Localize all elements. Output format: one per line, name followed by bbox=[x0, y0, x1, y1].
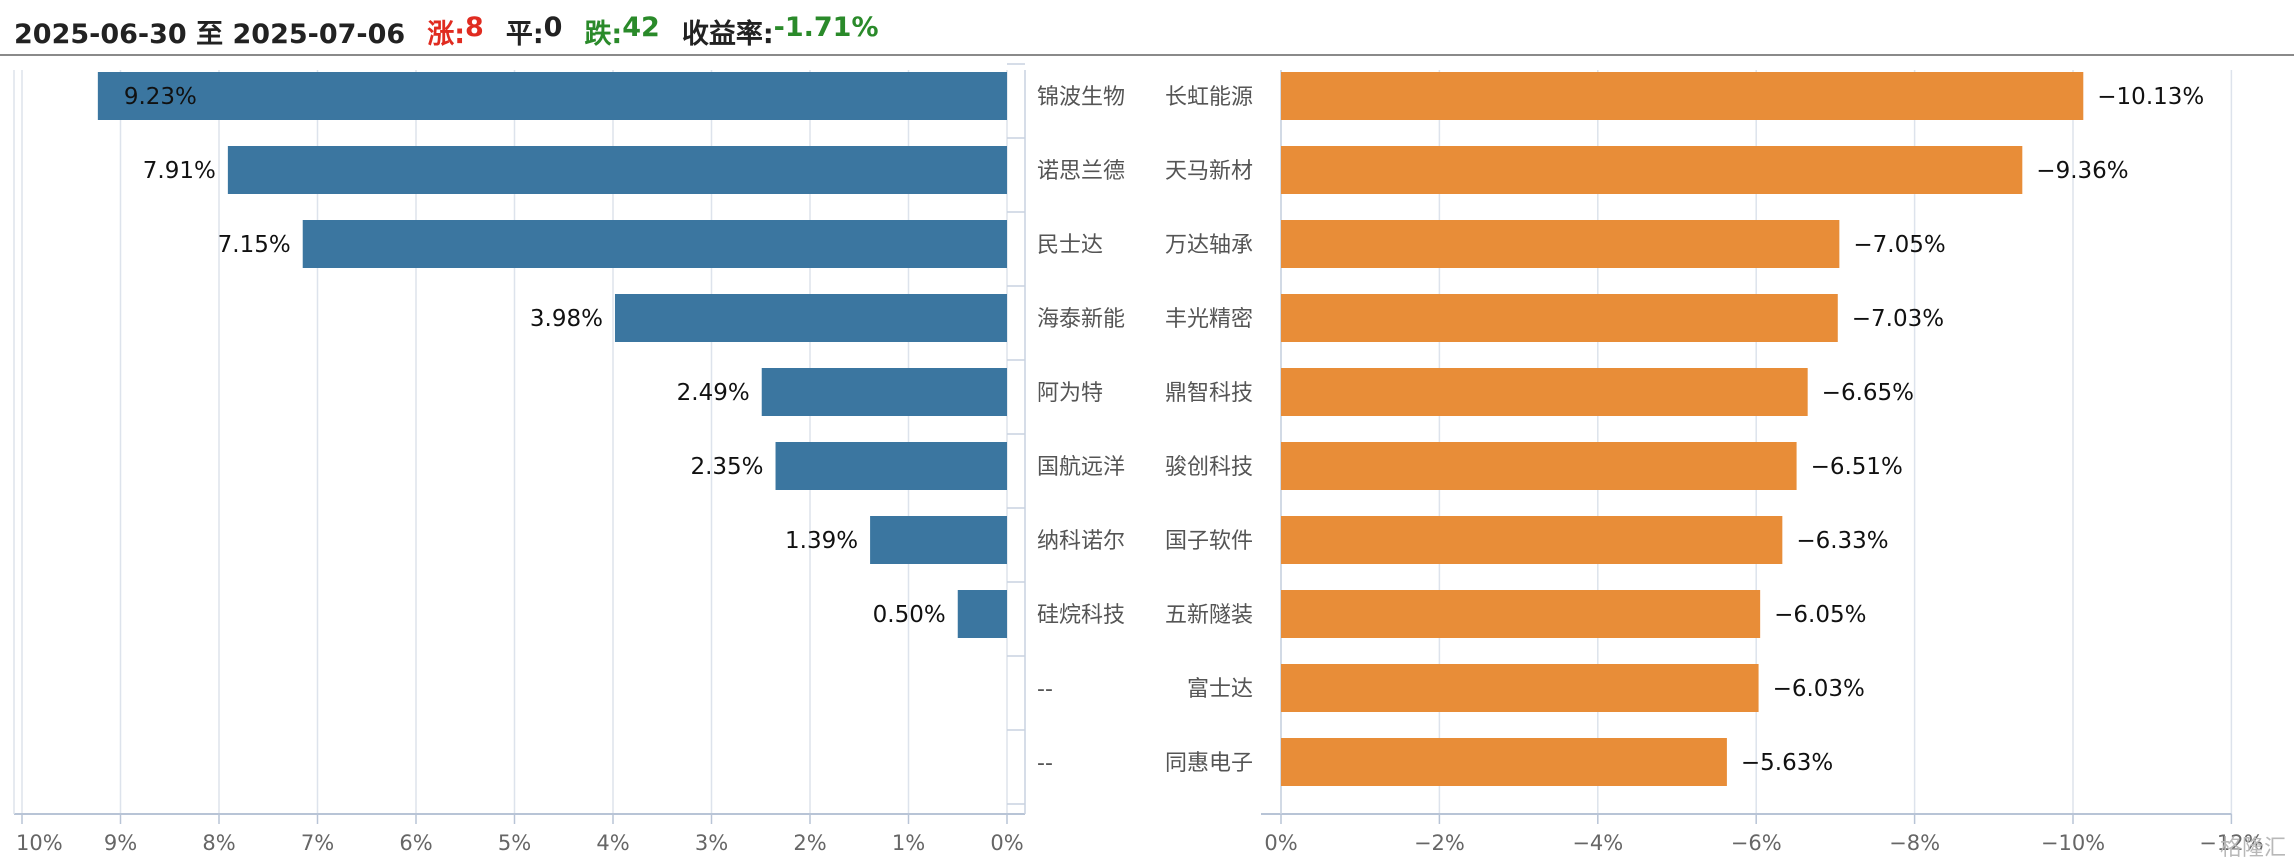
category-label-right: 骏创科技 bbox=[1165, 455, 1253, 480]
summary-row: 2025-06-30 至 2025-07-06 涨: 8 平: 0 跌: 42 … bbox=[14, 12, 879, 51]
data-label-left: 1.39% bbox=[785, 528, 858, 554]
bar-left bbox=[957, 590, 1007, 638]
category-label-right: 富士达 bbox=[1187, 677, 1253, 702]
data-label-left: 3.98% bbox=[530, 306, 603, 332]
data-label-left: 0.50% bbox=[873, 602, 946, 628]
bar-right bbox=[1281, 294, 1838, 342]
x-tick-label-left: 7% bbox=[301, 831, 334, 855]
bar-left bbox=[614, 294, 1007, 342]
x-tick-label-left: 2% bbox=[793, 831, 826, 855]
data-label-right: −6.33% bbox=[1796, 528, 1888, 554]
flat-count: 0 bbox=[543, 12, 563, 43]
category-label-right: 长虹能源 bbox=[1165, 85, 1253, 110]
x-tick-label-right: −6% bbox=[1731, 831, 1782, 855]
category-label-right: 天马新材 bbox=[1165, 159, 1253, 184]
data-label-right: −9.36% bbox=[2036, 158, 2128, 184]
bar-right bbox=[1281, 368, 1808, 416]
category-label-right: 五新隧装 bbox=[1165, 603, 1253, 628]
bar-left bbox=[870, 516, 1007, 564]
x-tick-label-left: 8% bbox=[202, 831, 235, 855]
data-label-right: −7.05% bbox=[1853, 232, 1945, 258]
bar-right bbox=[1281, 72, 2084, 120]
flat-label: 平: bbox=[505, 19, 544, 50]
x-tick-label-left: 10% bbox=[16, 831, 63, 855]
data-label-right: −6.03% bbox=[1773, 676, 1865, 702]
data-label-left: 2.49% bbox=[677, 380, 750, 406]
category-label-left: 诺思兰德 bbox=[1037, 159, 1125, 184]
data-label-left: 7.91% bbox=[143, 158, 216, 184]
category-label-left: 国航远洋 bbox=[1037, 455, 1125, 480]
x-tick-label-left: 6% bbox=[399, 831, 432, 855]
data-label-left: 2.35% bbox=[690, 454, 763, 480]
x-tick-label-left: 5% bbox=[498, 831, 531, 855]
fall-label: 跌: bbox=[584, 19, 623, 50]
category-label-left: -- bbox=[1037, 751, 1053, 776]
x-tick-label-right: −10% bbox=[2041, 831, 2105, 855]
x-tick-label-left: 1% bbox=[892, 831, 925, 855]
category-label-right: 同惠电子 bbox=[1165, 751, 1253, 776]
fall-count: 42 bbox=[622, 12, 660, 43]
bar-left bbox=[97, 72, 1008, 120]
rise-count: 8 bbox=[465, 12, 484, 43]
return-value: -1.71% bbox=[773, 12, 879, 43]
bar-left bbox=[761, 368, 1007, 416]
data-label-left: 9.23% bbox=[124, 84, 197, 110]
data-label-right: −5.63% bbox=[1741, 750, 1833, 776]
bar-charts: 10% 9% 8% 7% 6% 5% 4% 3% 2% 1% 0% 0% −2% −4% −6% −8% −10… bbox=[13, 63, 2264, 855]
x-tick-label-right: −12% bbox=[2199, 831, 2263, 855]
category-label-right: 国子软件 bbox=[1165, 529, 1253, 554]
data-label-right: −7.03% bbox=[1852, 306, 1944, 332]
data-label-right: −6.05% bbox=[1774, 602, 1866, 628]
category-label-left: -- bbox=[1037, 677, 1053, 702]
data-label-right: −10.13% bbox=[2097, 84, 2204, 110]
x-tick-label-right: −2% bbox=[1414, 831, 1465, 855]
x-tick-label-left: 9% bbox=[104, 831, 137, 855]
x-tick-label-left: 3% bbox=[695, 831, 728, 855]
bar-right bbox=[1281, 664, 1759, 712]
watermark: 格隆汇 bbox=[2219, 836, 2286, 861]
category-label-left: 阿为特 bbox=[1037, 381, 1103, 406]
bar-left bbox=[302, 220, 1008, 268]
category-label-right: 鼎智科技 bbox=[1165, 381, 1253, 406]
data-label-right: −6.51% bbox=[1811, 454, 1903, 480]
category-label-right: 万达轴承 bbox=[1165, 233, 1253, 258]
category-label-left: 硅烷科技 bbox=[1037, 603, 1125, 628]
bar-right bbox=[1281, 516, 1783, 564]
category-label-left: 纳科诺尔 bbox=[1037, 529, 1125, 554]
rise-label: 涨: bbox=[427, 19, 466, 50]
chart-header: 2025-06-30 至 2025-07-06 涨: 8 平: 0 跌: 42 … bbox=[0, 0, 2294, 56]
bar-right bbox=[1281, 146, 2023, 194]
x-tick-label-right: −4% bbox=[1572, 831, 1623, 855]
category-label-left: 海泰新能 bbox=[1037, 307, 1125, 332]
bar-right bbox=[1281, 738, 1727, 786]
x-tick-label-left: 0% bbox=[990, 831, 1023, 855]
x-tick-label-right: −8% bbox=[1889, 831, 1940, 855]
date-range: 2025-06-30 至 2025-07-06 bbox=[14, 19, 406, 50]
bar-right bbox=[1281, 220, 1840, 268]
category-label-left: 民士达 bbox=[1037, 233, 1103, 258]
category-label-right: 丰光精密 bbox=[1165, 307, 1253, 332]
bar-left bbox=[227, 146, 1008, 194]
bar-right bbox=[1281, 442, 1797, 490]
data-label-left: 7.15% bbox=[218, 232, 291, 258]
bar-left bbox=[775, 442, 1007, 490]
category-label-left: 锦波生物 bbox=[1037, 85, 1125, 110]
x-tick-label-right: 0% bbox=[1264, 831, 1297, 855]
bar-right bbox=[1281, 590, 1761, 638]
x-tick-label-left: 4% bbox=[596, 831, 629, 855]
return-label: 收益率: bbox=[681, 19, 774, 50]
data-label-right: −6.65% bbox=[1822, 380, 1914, 406]
